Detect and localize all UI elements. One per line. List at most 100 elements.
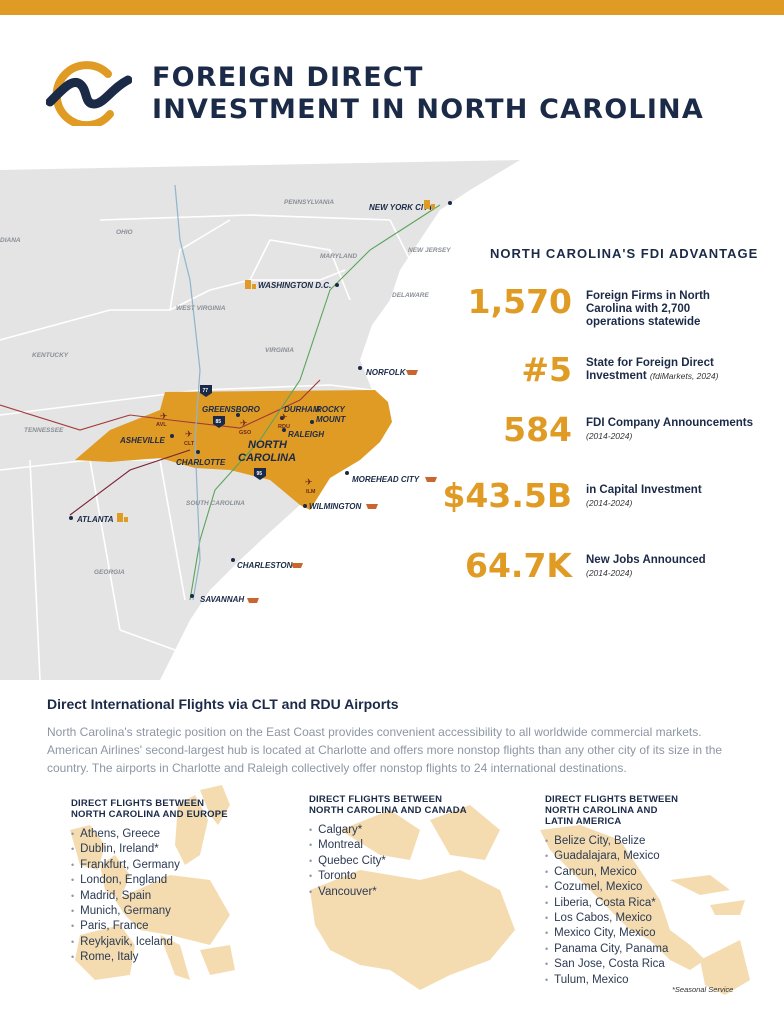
nc-label: CAROLINA [238, 452, 296, 464]
destination-name: Munich, Germany [80, 905, 171, 918]
state-label: PENNSYLVANIA [284, 199, 334, 206]
airplane-icon: ✈ [280, 412, 288, 422]
list-item: • Frankfurt, Germany [71, 858, 271, 873]
list-item: • Tulum, Mexico [545, 973, 745, 988]
title-line-2: INVESTMENT IN NORTH CAROLINA [152, 94, 704, 125]
city-label: MOUNT [316, 415, 346, 424]
airplane-icon: ✈ [160, 411, 168, 421]
destination-name: Paris, France [80, 920, 149, 933]
list-item: • Cancun, Mexico [545, 865, 745, 880]
destination-name: Panama City, Panama [554, 942, 669, 955]
stat-label: in Capital Investment (2014-2024) [586, 484, 756, 510]
list-item: • Paris, France [71, 919, 271, 934]
list-item: • Calgary* [309, 823, 509, 838]
bullet-icon: • [71, 844, 75, 855]
destination-name: Cancun, Mexico [554, 865, 637, 878]
destination-name: Mexico City, Mexico [554, 927, 656, 940]
bullet-icon: • [545, 974, 549, 985]
stat-label-text: State for Foreign Direct Investment [586, 357, 714, 382]
bullet-icon: • [309, 840, 313, 851]
bullet-icon: • [545, 866, 549, 877]
flights-paragraph: North Carolina's strategic position on t… [47, 725, 723, 775]
airplane-icon: ✈ [305, 477, 313, 487]
bullet-icon: • [71, 875, 75, 886]
ship-icon [366, 504, 378, 509]
bullet-icon: • [545, 851, 549, 862]
bullet-icon: • [71, 890, 75, 901]
stat-label: State for Foreign Direct Investment (fdi… [586, 357, 756, 383]
state-label: WEST VIRGINIA [176, 305, 226, 312]
highway-shield-icon [200, 385, 212, 397]
region-europe: DIRECT FLIGHTS BETWEEN NORTH CAROLINA AN… [71, 798, 271, 966]
list-item: • Rome, Italy [71, 950, 271, 965]
bullet-icon: • [71, 952, 75, 963]
region-heading: DIRECT FLIGHTS BETWEEN NORTH CAROLINA AN… [545, 794, 745, 827]
airplane-icon: ✈ [185, 429, 193, 439]
region-heading: DIRECT FLIGHTS BETWEEN NORTH CAROLINA AN… [309, 794, 509, 816]
state-label: TENNESSEE [24, 427, 64, 434]
list-item: • Belize City, Belize [545, 834, 745, 849]
state-label: VIRGINIA [265, 347, 294, 354]
destination-name: Dublin, Ireland* [80, 843, 159, 856]
bullet-icon: • [545, 913, 549, 924]
state-label: MARYLAND [320, 253, 357, 260]
region-heading-line: DIRECT FLIGHTS BETWEEN [71, 798, 205, 809]
list-item: • Quebec City* [309, 854, 509, 869]
stat-value: $43.5B [442, 476, 572, 515]
list-item: • Madrid, Spain [71, 889, 271, 904]
advantage-heading: NORTH CAROLINA'S FDI ADVANTAGE [490, 246, 759, 261]
destination-name: Reykjavik, Iceland [80, 935, 173, 948]
region-latin-america: DIRECT FLIGHTS BETWEEN NORTH CAROLINA AN… [545, 794, 745, 988]
highway-shields: 77 85 95 [200, 385, 266, 480]
bullet-icon: • [545, 882, 549, 893]
highway-label: 77 [203, 388, 209, 394]
stat-note: (2014-2024) [586, 498, 633, 508]
region-heading-line: LATIN AMERICA [545, 816, 622, 827]
flights-heading: Direct International Flights via CLT and… [47, 696, 399, 712]
city-label: SAVANNAH [200, 595, 244, 604]
list-item: • San Jose, Costa Rica [545, 957, 745, 972]
destination-name: San Jose, Costa Rica [554, 958, 665, 971]
building-icon [245, 280, 251, 289]
airport-code: ILM [306, 489, 316, 495]
list-item: • Athens, Greece [71, 827, 271, 842]
destination-name: Calgary* [318, 824, 363, 836]
stat-value: 1,570 [467, 282, 572, 321]
page-title: FOREIGN DIRECT INVESTMENT IN NORTH CAROL… [152, 62, 704, 126]
list-item: • Reykjavik, Iceland [71, 935, 271, 950]
list-item: • Munich, Germany [71, 904, 271, 919]
bullet-icon: • [309, 871, 313, 882]
city-label: CHARLOTTE [176, 458, 226, 467]
bullet-icon: • [545, 943, 549, 954]
bullet-icon: • [71, 906, 75, 917]
stat-announcements: 584 FDI Company Announcements (2014-2024… [460, 410, 760, 450]
list-item: • Liberia, Costa Rica* [545, 896, 745, 911]
stat-value: #5 [521, 350, 572, 389]
stat-label: Foreign Firms in North Carolina with 2,7… [586, 290, 710, 328]
stat-value: 64.7K [465, 546, 572, 585]
top-accent-bar [0, 0, 784, 15]
destination-name: Montreal [318, 839, 363, 852]
north-carolina-shape [75, 390, 392, 510]
east-coast-map: PENNSYLVANIA OHIO MARYLAND NEW JERSEY DE… [0, 160, 520, 680]
list-item: • Cozumel, Mexico [545, 880, 745, 895]
bullet-icon: • [71, 936, 75, 947]
europe-map-shape [70, 785, 235, 980]
stat-value: 584 [503, 410, 572, 449]
bullet-icon: • [309, 855, 313, 866]
destination-list: • Athens, Greece • Dublin, Ireland* • Frank… [71, 827, 271, 966]
destination-name: Belize City, Belize [554, 835, 646, 847]
stat-label-text: FDI Company Announcements [586, 417, 753, 429]
stat-label-text: in Capital Investment [586, 484, 702, 496]
state-label: DELAWARE [392, 292, 430, 299]
stat-foreign-firms: 1,570 Foreign Firms in North Carolina wi… [460, 282, 760, 332]
city-label: NEW YORK CITY [369, 203, 434, 212]
destination-name: Quebec City* [318, 854, 386, 867]
bullet-icon: • [71, 921, 75, 932]
city-label: RALEIGH [288, 430, 324, 439]
highway-label: 95 [257, 471, 263, 477]
building-icon [424, 200, 430, 209]
city-label: WILMINGTON [309, 502, 362, 511]
list-item: • Panama City, Panama [545, 942, 745, 957]
city-label: ROCKY [316, 405, 346, 414]
